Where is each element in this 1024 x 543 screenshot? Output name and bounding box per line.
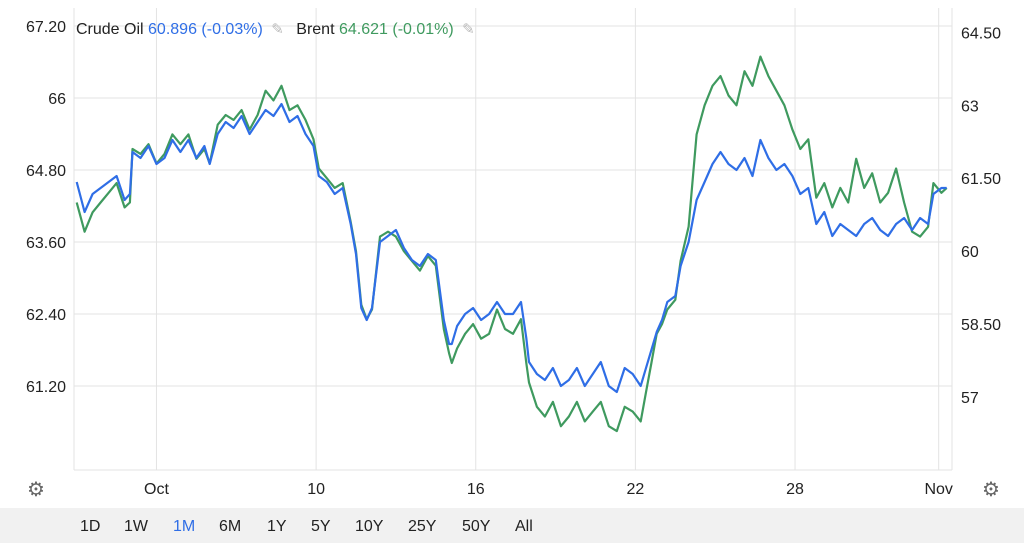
dual-axis-line-chart: 61.20 62.40 63.60 64.80 66 67.20 57 58.50 60 61.… <box>26 8 1001 498</box>
x-tick-label: 16 <box>467 481 485 498</box>
series-line-brent <box>75 55 948 433</box>
left-tick-label: 64.80 <box>26 163 66 180</box>
left-tick-label: 61.20 <box>26 379 66 396</box>
right-tick-label: 58.50 <box>961 317 1001 334</box>
gear-icon[interactable]: ⚙ <box>982 479 1000 501</box>
pencil-icon[interactable]: ✎ <box>271 21 284 38</box>
range-button-6m[interactable]: 6M <box>219 518 242 535</box>
range-button-all[interactable]: All <box>515 518 533 535</box>
x-tick-label: 10 <box>307 481 325 498</box>
range-button-1d[interactable]: 1D <box>80 518 101 535</box>
right-tick-label: 63 <box>961 98 979 115</box>
right-axis-tick-labels: 57 58.50 60 61.50 63 64.50 <box>961 25 1001 407</box>
series-lines <box>75 55 948 433</box>
left-tick-label: 66 <box>48 91 66 108</box>
range-button-1y[interactable]: 1Y <box>267 518 287 535</box>
x-tick-label: Nov <box>924 481 952 498</box>
x-axis-tick-labels: Oct 10 16 22 28 Nov <box>144 481 953 498</box>
x-tick-label: Oct <box>144 481 169 498</box>
range-button-1w[interactable]: 1W <box>124 518 148 535</box>
right-tick-label: 60 <box>961 244 979 261</box>
series-line-crude-oil <box>75 102 947 394</box>
range-button-5y[interactable]: 5Y <box>311 518 331 535</box>
gear-icon[interactable]: ⚙ <box>27 479 45 501</box>
legend-brent-value: 64.621 <box>338 21 388 38</box>
chart-legend: Crude Oil 60.896 (-0.03%) ✎ Brent 64.621… <box>76 20 483 39</box>
range-button-10y[interactable]: 10Y <box>355 518 384 535</box>
x-tick-label: 22 <box>626 481 644 498</box>
chart-grid <box>73 8 953 471</box>
left-tick-label: 63.60 <box>26 235 66 252</box>
left-tick-label: 62.40 <box>26 307 66 324</box>
right-tick-label: 61.50 <box>961 171 1001 188</box>
range-button-1m[interactable]: 1M <box>173 518 196 535</box>
left-tick-label: 67.20 <box>26 19 66 36</box>
pencil-icon[interactable]: ✎ <box>462 21 475 38</box>
legend-brent-change: (-0.01%) <box>392 21 454 38</box>
legend-brent-name: Brent <box>296 21 335 38</box>
left-axis-tick-labels: 61.20 62.40 63.60 64.80 66 67.20 <box>26 19 66 396</box>
right-tick-label: 57 <box>961 390 979 407</box>
range-selector-bar <box>0 508 1024 543</box>
legend-crude-change: (-0.03%) <box>201 21 263 38</box>
range-button-25y[interactable]: 25Y <box>408 518 437 535</box>
right-tick-label: 64.50 <box>961 25 1001 42</box>
legend-crude-value: 60.896 <box>148 21 197 38</box>
legend-crude-name: Crude Oil <box>76 21 144 38</box>
x-tick-label: 28 <box>786 481 804 498</box>
range-button-50y[interactable]: 50Y <box>462 518 491 535</box>
